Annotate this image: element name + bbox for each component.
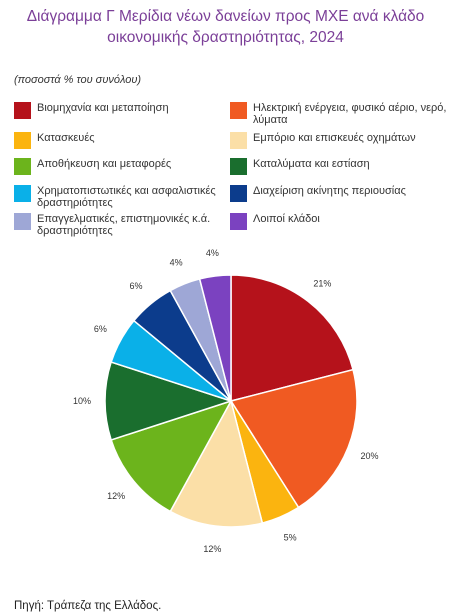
pie-slice: [104, 361, 234, 441]
data-label: 6%: [130, 281, 143, 291]
pie-slice: [169, 398, 264, 528]
legend-swatch: [230, 158, 247, 175]
legend-item: Βιομηχανία και μεταποίηση: [14, 102, 217, 119]
legend-swatch: [14, 213, 31, 230]
source-note: Πηγή: Τράπεζα της Ελλάδος.: [14, 600, 162, 612]
legend-label: Επαγγελματικές, επιστημονικές κ.ά. δραστ…: [37, 213, 211, 237]
data-label: 20%: [361, 451, 379, 461]
legend: Βιομηχανία και μεταποίηση Ηλεκτρική ενέρ…: [0, 0, 451, 250]
legend-item: Κατασκευές: [14, 132, 217, 149]
legend-item: Διαχείριση ακίνητης περιουσίας: [230, 185, 448, 202]
legend-label: Αποθήκευση και μεταφορές: [37, 158, 172, 170]
chart-title: Διάγραμμα Γ Μερίδια νέων δανείων προς ΜΧ…: [26, 8, 425, 46]
legend-item: Αποθήκευση και μεταφορές: [14, 158, 217, 175]
legend-item: Χρηματοπιστωτικές και ασφαλιστικές δραστ…: [14, 185, 217, 209]
legend-label: Καταλύματα και εστίαση: [253, 158, 370, 170]
legend-swatch: [14, 185, 31, 202]
data-label: 12%: [203, 544, 221, 554]
legend-swatch: [14, 102, 31, 119]
legend-item: Επαγγελματικές, επιστημονικές κ.ά. δραστ…: [14, 213, 217, 237]
pie-slice: [110, 399, 233, 513]
data-label: 5%: [284, 533, 297, 543]
legend-label: Ηλεκτρική ενέργεια, φυσικό αέριο, νερό, …: [253, 102, 447, 126]
legend-item: Λοιποί κλάδοι: [230, 213, 448, 230]
pie-slice: [230, 274, 354, 402]
legend-label: Κατασκευές: [37, 132, 95, 144]
data-label: 21%: [313, 278, 331, 288]
pie-slice: [229, 368, 358, 509]
legend-label: Διαχείριση ακίνητης περιουσίας: [253, 185, 406, 197]
legend-item: Εμπόριο και επισκευές οχημάτων: [230, 132, 448, 149]
data-label: 10%: [73, 396, 91, 406]
legend-swatch: [230, 213, 247, 230]
data-label: 12%: [107, 491, 125, 501]
pie-chart: 21% 20% 5% 12% 12% 10% 6% 6% 4% 4%: [73, 248, 379, 554]
legend-swatch: [230, 132, 247, 149]
legend-label: Βιομηχανία και μεταποίηση: [37, 102, 169, 114]
chart-subtitle: (ποσοστά % του συνόλου): [14, 74, 142, 86]
legend-swatch: [230, 185, 247, 202]
legend-item: Ηλεκτρική ενέργεια, φυσικό αέριο, νερό, …: [230, 102, 448, 126]
data-label: 4%: [170, 257, 183, 267]
legend-swatch: [14, 158, 31, 175]
data-label: 6%: [94, 324, 107, 334]
legend-label: Λοιποί κλάδοι: [253, 213, 320, 225]
legend-swatch: [14, 132, 31, 149]
legend-label: Χρηματοπιστωτικές και ασφαλιστικές δραστ…: [37, 185, 216, 209]
legend-item: Καταλύματα και εστίαση: [230, 158, 448, 175]
legend-label: Εμπόριο και επισκευές οχημάτων: [253, 132, 416, 144]
pie-slice: [198, 274, 232, 402]
legend-swatch: [230, 102, 247, 119]
data-label: 4%: [206, 248, 219, 258]
